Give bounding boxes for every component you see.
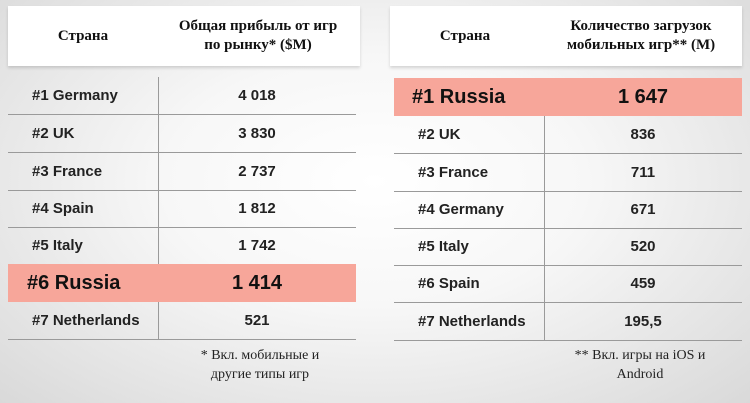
table-row: #4 Germany 671 <box>394 191 742 229</box>
value-cell: 836 <box>630 126 656 143</box>
country-cell: #3 France <box>32 163 103 180</box>
left-footnote-line1: * Вкл. мобильные и <box>200 348 320 363</box>
right-footnote-line2: Android <box>616 367 664 382</box>
table-row: #2 UK 3 830 <box>8 115 356 153</box>
value-cell: 1 742 <box>238 237 276 254</box>
right-header-metric-line2: мобильных игр** (M) <box>566 37 716 53</box>
table-row: #2 UK 836 <box>394 116 742 154</box>
left-column-divider <box>158 77 159 339</box>
table-row: #5 Italy 520 <box>394 228 742 266</box>
value-cell: 2 737 <box>238 163 276 180</box>
left-table-header: Страна Общая прибыль от игр по рынку* ($… <box>8 6 360 66</box>
country-cell: #7 Netherlands <box>418 313 526 330</box>
country-cell: #6 Spain <box>418 275 480 292</box>
left-footnote: * Вкл. мобильные и другие типы игр <box>170 346 350 384</box>
country-cell: #1 Russia <box>412 85 506 108</box>
value-cell: 195,5 <box>624 313 662 330</box>
left-header-metric-line2: по рынку* ($M) <box>204 37 312 53</box>
table-row: #1 Germany 4 018 <box>8 77 356 115</box>
country-cell: #5 Italy <box>418 238 469 255</box>
right-column-divider <box>544 78 545 340</box>
value-cell: 711 <box>630 164 656 181</box>
table-row-highlighted: #1 Russia 1 647 <box>394 78 742 116</box>
value-cell: 3 830 <box>238 125 276 142</box>
table-row: #7 Netherlands 521 <box>8 302 356 340</box>
country-cell: #6 Russia <box>27 271 121 294</box>
country-cell: #4 Germany <box>418 201 504 218</box>
value-cell: 459 <box>630 275 656 292</box>
table-row: #7 Netherlands 195,5 <box>394 303 742 341</box>
left-header-metric-line1: Общая прибыль от игр <box>178 18 338 34</box>
country-cell: #3 France <box>418 164 489 181</box>
value-cell: 4 018 <box>238 87 276 104</box>
table-row-highlighted: #6 Russia 1 414 <box>8 264 356 302</box>
value-cell: 1 414 <box>231 271 283 294</box>
right-table-header: Страна Количество загрузок мобильных игр… <box>390 6 742 66</box>
table-row: #4 Spain 1 812 <box>8 190 356 228</box>
value-cell: 671 <box>630 201 656 218</box>
country-cell: #5 Italy <box>32 237 83 254</box>
right-header-metric-line1: Количество загрузок <box>570 18 712 34</box>
table-row: #5 Italy 1 742 <box>8 227 356 265</box>
table-row: #6 Spain 459 <box>394 265 742 303</box>
country-cell: #4 Spain <box>32 200 94 217</box>
left-header-country: Страна <box>57 27 109 44</box>
left-header-metric: Общая прибыль от игр по рынку* ($M) <box>158 6 358 66</box>
right-table: #1 Russia 1 647 #2 UK 836 #3 France 711 … <box>394 78 742 341</box>
value-cell: 1 647 <box>617 85 669 108</box>
table-row: #3 France 2 737 <box>8 153 356 191</box>
country-cell: #2 UK <box>32 125 75 142</box>
value-cell: 520 <box>630 238 656 255</box>
country-cell: #1 Germany <box>32 87 118 104</box>
right-header-metric: Количество загрузок мобильных игр** (M) <box>540 6 742 66</box>
country-cell: #7 Netherlands <box>32 312 140 329</box>
value-cell: 1 812 <box>238 200 276 217</box>
left-footnote-line2: другие типы игр <box>210 367 310 382</box>
country-cell: #2 UK <box>418 126 461 143</box>
right-header-country: Страна <box>439 27 491 44</box>
right-footnote: ** Вкл. игры на iOS и Android <box>545 346 735 384</box>
value-cell: 521 <box>244 312 270 329</box>
left-table: #1 Germany 4 018 #2 UK 3 830 #3 France 2… <box>8 77 356 340</box>
table-row: #3 France 711 <box>394 154 742 192</box>
right-footnote-line1: ** Вкл. игры на iOS и <box>574 348 706 363</box>
